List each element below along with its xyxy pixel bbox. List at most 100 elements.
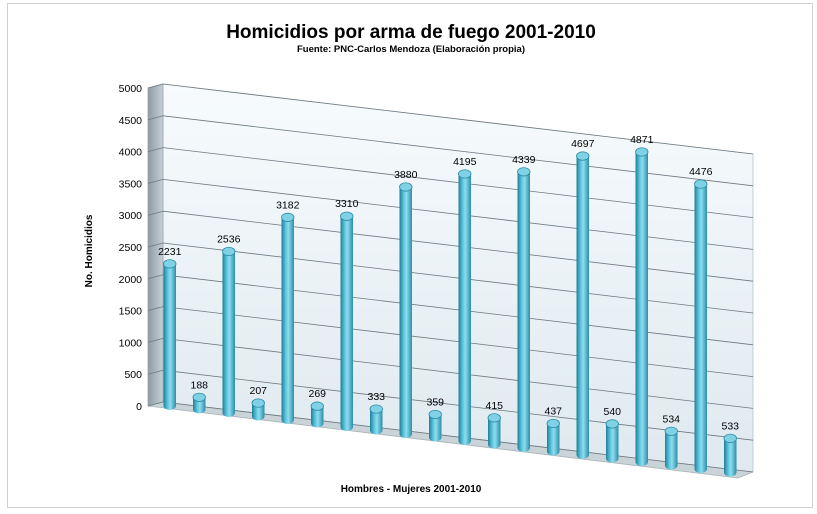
- data-label: 540: [603, 406, 621, 418]
- data-label: 333: [367, 391, 385, 403]
- y-tick-label: 3000: [119, 210, 143, 222]
- gridline-side: [147, 242, 164, 248]
- data-label: 534: [662, 413, 680, 425]
- y-tick-label: 4000: [119, 147, 143, 159]
- bar: [428, 409, 442, 442]
- bar-base: [635, 457, 648, 466]
- data-label: 207: [249, 385, 267, 397]
- gridline: [162, 147, 754, 218]
- data-label: 533: [721, 420, 739, 432]
- bar-body: [281, 217, 294, 420]
- bar-base: [665, 461, 678, 470]
- bar-top: [546, 418, 560, 429]
- bar-top: [310, 401, 324, 411]
- bar-top: [576, 151, 590, 161]
- bar-top: [192, 392, 206, 402]
- gridline-side: [147, 83, 164, 89]
- gridline-side: [147, 210, 164, 216]
- bar: [694, 179, 708, 473]
- y-axis-title: No. Homicidios: [84, 214, 95, 287]
- data-label: 4339: [512, 154, 536, 166]
- data-label: 2231: [158, 246, 182, 258]
- y-tick-label: 1000: [119, 337, 143, 349]
- bar: [723, 433, 737, 477]
- bar-body: [163, 263, 176, 406]
- data-labels: 2231 188 2536 207 3182 269 3310 333 3880 359 4195 4…: [158, 134, 739, 432]
- bar: [576, 151, 590, 459]
- gridline-side: [147, 306, 164, 311]
- bars: [163, 147, 737, 477]
- bar-body: [311, 406, 324, 424]
- bar-base: [694, 464, 707, 473]
- bar-base: [724, 468, 737, 477]
- bar-base: [370, 426, 383, 435]
- bar-base: [488, 440, 501, 449]
- y-tick-label: 4500: [119, 115, 143, 127]
- bar-top: [281, 212, 295, 222]
- bar: [192, 392, 206, 414]
- bar: [487, 413, 501, 449]
- bar-top: [458, 169, 472, 179]
- bar-top: [664, 426, 678, 436]
- bar-body: [724, 438, 737, 473]
- x-axis-title: Hombres - Mujeres 2001-2010: [341, 484, 482, 495]
- bar-base: [399, 429, 412, 438]
- gridline: [162, 242, 754, 314]
- gridline: [162, 306, 754, 377]
- bar: [458, 169, 472, 445]
- data-label: 4195: [453, 156, 477, 168]
- bar-body: [340, 216, 353, 427]
- bar-body: [606, 423, 619, 459]
- bar-base: [193, 405, 206, 414]
- bar-base: [606, 454, 619, 463]
- bar-body: [370, 409, 383, 431]
- y-axis-ticks: 0 500 1000 1500 2000 2500 3000 3500 4000 4500 5000: [119, 83, 143, 413]
- data-label: 2536: [217, 233, 241, 245]
- gridline-side: [147, 147, 164, 152]
- bar-top: [723, 433, 737, 443]
- y-tick-label: 3500: [119, 178, 143, 190]
- bar-top: [428, 409, 442, 420]
- bar: [399, 182, 413, 438]
- gridline: [162, 338, 754, 409]
- bar-body: [576, 156, 589, 455]
- data-label: 359: [426, 396, 444, 408]
- bar-body: [399, 186, 412, 434]
- bar-base: [517, 443, 530, 452]
- bar-body: [222, 251, 235, 413]
- data-label: 269: [308, 388, 326, 400]
- data-label: 415: [485, 400, 503, 412]
- gridline-side: [147, 369, 164, 375]
- gridline: [162, 274, 754, 346]
- y-tick-label: 1500: [119, 306, 143, 318]
- bar-body: [635, 151, 648, 462]
- data-label: 3310: [335, 198, 359, 210]
- gridlines: [147, 83, 754, 473]
- bar-body: [547, 423, 560, 452]
- data-label: 437: [544, 405, 562, 417]
- bar-body: [517, 171, 530, 448]
- chart-canvas: 0 500 1000 1500 2000 2500 3000 3500 4000 4500 5000…: [84, 22, 754, 495]
- gridline-side: [147, 274, 164, 280]
- data-label: 4697: [571, 138, 595, 150]
- bar-body: [458, 173, 471, 441]
- data-label: 3182: [276, 199, 300, 211]
- bar-base: [429, 433, 442, 442]
- bar-top: [635, 147, 649, 157]
- gridline: [162, 115, 754, 187]
- bar-body: [694, 184, 707, 469]
- bar-base: [340, 422, 353, 431]
- bar-top: [487, 413, 501, 423]
- bar-top: [340, 211, 354, 221]
- bar-base: [222, 408, 235, 417]
- bar-base: [252, 412, 265, 421]
- bar-top: [605, 419, 619, 429]
- bar-top: [694, 179, 708, 189]
- bar-base: [576, 450, 589, 459]
- bar: [310, 401, 324, 428]
- gridline-side: [147, 401, 164, 407]
- bar-base: [163, 401, 176, 410]
- y-tick-label: 0: [136, 401, 142, 413]
- y-tick-label: 500: [124, 369, 142, 381]
- bar-body: [665, 431, 678, 466]
